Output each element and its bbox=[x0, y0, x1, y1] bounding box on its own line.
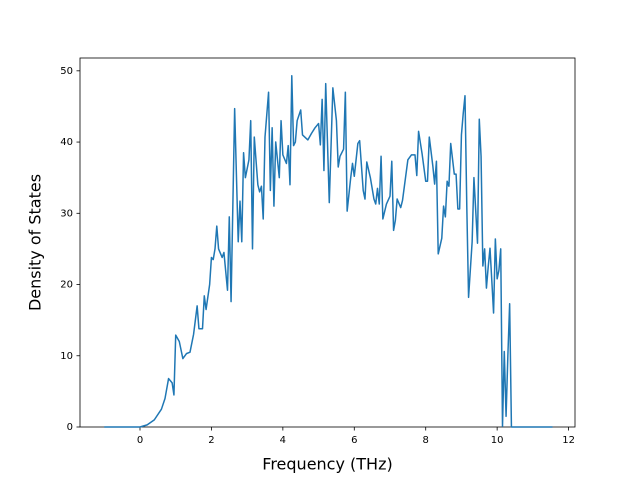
y-tick-label: 30 bbox=[60, 208, 73, 219]
y-tick-label: 0 bbox=[67, 422, 73, 433]
y-tick-label: 20 bbox=[60, 280, 73, 291]
x-tick-label: 6 bbox=[351, 435, 357, 446]
y-tick-label: 50 bbox=[60, 66, 73, 77]
x-tick-label: 8 bbox=[423, 435, 429, 446]
x-tick-label: 10 bbox=[491, 435, 504, 446]
plot-frame bbox=[79, 57, 576, 428]
line-series bbox=[104, 75, 553, 428]
y-tick-label: 10 bbox=[60, 351, 73, 362]
x-tick-label: 4 bbox=[280, 435, 286, 446]
y-tick-label: 40 bbox=[60, 137, 73, 148]
x-tick-label: 2 bbox=[208, 435, 214, 446]
y-axis-label: Density of States bbox=[26, 174, 45, 311]
x-tick-label: 0 bbox=[137, 435, 143, 446]
x-tick-label: 12 bbox=[562, 435, 575, 446]
x-axis-label: Frequency (THz) bbox=[262, 455, 392, 474]
